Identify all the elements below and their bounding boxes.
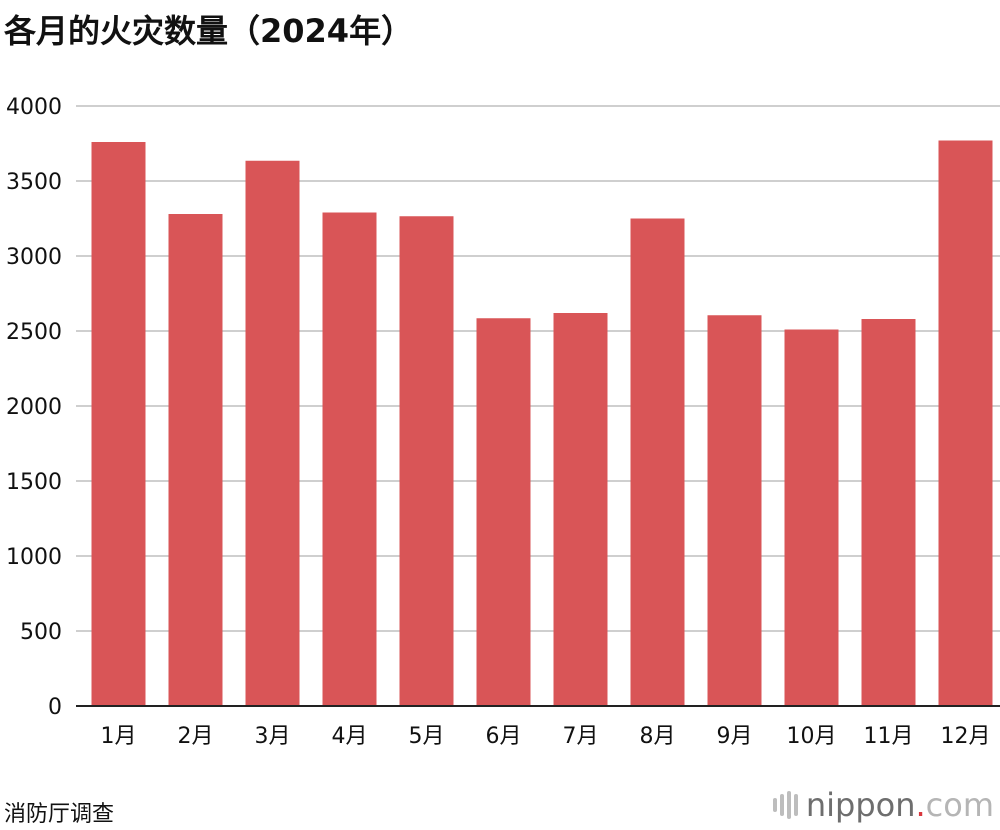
- x-tick-label: 9月: [717, 724, 753, 749]
- x-tick-labels: 1月 2月 3月 4月 5月 6月 7月 8月 9月 10月 11月 12月: [101, 724, 991, 749]
- x-tick-label: 2月: [178, 724, 214, 749]
- x-tick-label: 7月: [563, 724, 599, 749]
- bar: [630, 218, 685, 706]
- x-tick-label: 5月: [409, 724, 445, 749]
- bar: [91, 142, 146, 706]
- bar: [553, 313, 608, 706]
- bar: [707, 315, 762, 706]
- logo-brand: nippon: [805, 786, 916, 824]
- y-tick-label: 1500: [6, 470, 62, 495]
- logo-dot: .: [915, 786, 926, 824]
- x-tick-label: 3月: [255, 724, 291, 749]
- gridlines: [76, 105, 1000, 632]
- bar: [245, 160, 300, 706]
- x-tick-label: 8月: [640, 724, 676, 749]
- logo-bars-icon: [772, 791, 798, 819]
- y-tick-label: 3000: [6, 245, 62, 270]
- x-tick-label: 4月: [332, 724, 368, 749]
- bar: [322, 212, 377, 706]
- source-note: 消防厅调查: [4, 802, 115, 827]
- y-tick-label: 3500: [6, 170, 62, 195]
- y-tick-labels: 0 500 1000 1500 2000 2500 3000 3500 4000: [6, 95, 62, 720]
- bar: [938, 140, 993, 706]
- bar: [399, 216, 454, 706]
- bar: [784, 329, 839, 706]
- x-tick-label: 11月: [864, 724, 914, 749]
- bar: [861, 319, 916, 706]
- bar: [476, 318, 531, 706]
- y-tick-label: 500: [20, 620, 62, 645]
- x-tick-label: 6月: [486, 724, 522, 749]
- bar: [168, 214, 223, 706]
- y-tick-label: 1000: [6, 545, 62, 570]
- bar-chart: 0 500 1000 1500 2000 2500 3000 3500 4000 1月 2月 3月 4…: [6, 95, 1000, 749]
- bars: [91, 140, 993, 706]
- logo-tld: com: [925, 786, 994, 824]
- x-tick-label: 10月: [787, 724, 837, 749]
- y-tick-label: 4000: [6, 95, 62, 120]
- x-tick-label: 12月: [941, 724, 991, 749]
- chart-title: 各月的火灾数量（2024年）: [4, 12, 414, 50]
- nippon-logo: nippon. com: [772, 786, 994, 824]
- y-tick-label: 0: [48, 695, 62, 720]
- y-tick-label: 2000: [6, 395, 62, 420]
- y-tick-label: 2500: [6, 320, 62, 345]
- x-tick-label: 1月: [101, 724, 137, 749]
